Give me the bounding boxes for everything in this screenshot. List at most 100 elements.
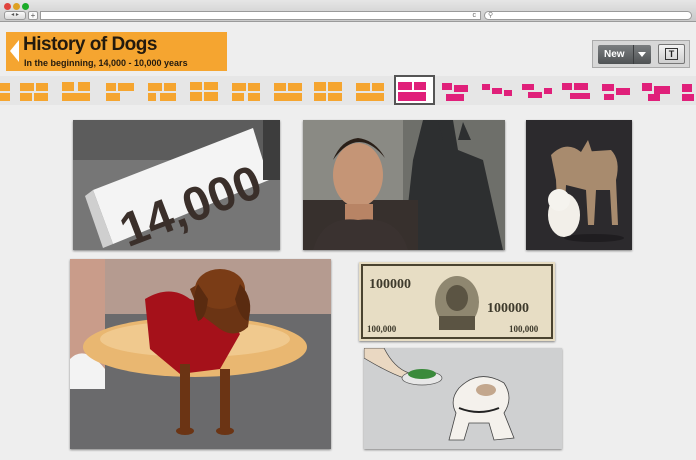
layout-thumbnail-block — [356, 93, 384, 101]
layout-thumbnail[interactable] — [188, 76, 226, 105]
layout-thumbnail-block — [148, 83, 162, 91]
reload-icon[interactable]: c — [472, 12, 477, 19]
layout-thumbnail-block — [164, 83, 176, 91]
layout-thumbnail-block — [20, 93, 32, 101]
layout-thumbnail-block — [328, 82, 342, 91]
layout-thumbnail-block — [328, 93, 342, 101]
layout-thumbnail-block — [442, 83, 452, 90]
layout-thumbnail-block — [148, 93, 156, 101]
layout-thumbnail[interactable] — [600, 76, 638, 105]
photo-hotdog-dachshund[interactable] — [70, 259, 331, 449]
photo-100000-bill[interactable]: 100000 100000 100,000 100,000 — [359, 262, 555, 341]
layout-thumbnail-block — [398, 82, 412, 90]
layout-thumbnail[interactable] — [354, 76, 392, 105]
layout-thumbnail[interactable] — [480, 76, 518, 105]
bill-corner-value-right: 100,000 — [509, 324, 539, 334]
browser-search-field[interactable]: ⚲ — [484, 11, 692, 20]
back-arrow-icon[interactable] — [10, 40, 19, 62]
layout-thumbnail-block — [482, 84, 490, 90]
layout-thumbnail[interactable] — [640, 76, 678, 105]
layout-thumbnail-block — [0, 83, 10, 91]
layout-thumbnail-block — [232, 83, 246, 91]
layout-thumbnail-block — [602, 84, 614, 91]
chevron-down-icon[interactable] — [633, 45, 651, 64]
layout-thumbnail-block — [274, 93, 302, 101]
browser-toolbar: ◂ ▸ + c ⚲ — [0, 0, 696, 22]
layout-thumbnail-block — [398, 92, 426, 101]
layout-thumbnail[interactable] — [680, 76, 696, 105]
layout-thumbnail-block — [454, 85, 468, 92]
layout-thumbnail[interactable] — [440, 76, 478, 105]
back-forward-buttons[interactable]: ◂ ▸ — [4, 11, 26, 20]
layout-thumbnail[interactable] — [104, 76, 142, 105]
layout-thumbnail-block — [62, 93, 90, 101]
layout-thumbnail-block — [204, 92, 218, 101]
add-bookmark-button[interactable]: + — [28, 11, 38, 20]
layout-thumbnail-block — [78, 82, 90, 91]
photo-14000-sign[interactable]: 14,000 — [73, 120, 280, 250]
photo-wolf-and-dog[interactable] — [526, 120, 632, 250]
page-title-banner: History of Dogs In the beginning, 14,000… — [6, 32, 227, 71]
layout-thumbnail[interactable] — [396, 76, 434, 105]
layout-thumbnail-block — [574, 83, 588, 90]
layout-thumbnail-block — [616, 88, 630, 95]
layout-thumbnail-block — [36, 83, 48, 91]
layout-thumbnail-block — [522, 84, 534, 90]
layout-thumbnail-block — [248, 83, 260, 91]
photo-movie-still[interactable] — [303, 120, 505, 250]
layout-thumbnail[interactable] — [520, 76, 558, 105]
bill-amount-right: 100000 — [487, 301, 529, 316]
layout-thumbnail-block — [34, 93, 48, 101]
layout-thumbnail-block — [372, 83, 384, 91]
layout-thumbnail[interactable] — [146, 76, 184, 105]
layout-thumbnail[interactable] — [312, 76, 350, 105]
layout-thumbnail-block — [0, 93, 10, 101]
minimize-window-icon[interactable] — [13, 3, 20, 10]
layout-thumbnail-block — [314, 93, 326, 101]
search-icon: ⚲ — [488, 12, 494, 19]
layout-thumbnail-block — [190, 92, 202, 101]
zoom-window-icon[interactable] — [22, 3, 29, 10]
layout-thumbnail[interactable] — [272, 76, 310, 105]
layout-thumbnail[interactable] — [0, 76, 16, 105]
layout-thumbnail-block — [106, 93, 120, 101]
layout-thumbnail-block — [504, 90, 512, 96]
text-icon: T — [665, 48, 678, 60]
layout-thumbnail[interactable] — [60, 76, 98, 105]
layout-thumbnail[interactable] — [560, 76, 598, 105]
address-bar[interactable]: c — [40, 11, 481, 20]
layout-thumbnail-block — [204, 82, 218, 90]
new-button[interactable]: New — [598, 45, 651, 64]
page-title: History of Dogs — [23, 34, 157, 55]
layout-thumbnail-block — [62, 82, 74, 91]
layout-thumbnail-block — [528, 92, 542, 98]
photo-bulldog-cartoon[interactable] — [364, 348, 562, 449]
layout-thumbnail-block — [570, 93, 590, 99]
layout-thumbnail-block — [314, 82, 326, 91]
layout-thumbnail-block — [190, 82, 202, 90]
layout-thumbnail-block — [562, 83, 572, 90]
layout-thumbnail-block — [274, 83, 286, 91]
layout-thumbnail-block — [654, 86, 670, 94]
layout-thumbnail-block — [648, 94, 660, 101]
bill-corner-value: 100,000 — [367, 324, 397, 334]
layout-thumbnail-block — [118, 83, 134, 91]
new-button-label: New — [604, 49, 625, 60]
layout-thumbnail-block — [544, 88, 552, 94]
layout-thumbnail-block — [288, 83, 302, 91]
layout-thumbnail-block — [414, 82, 426, 90]
layout-thumbnail-block — [160, 93, 176, 101]
layout-thumbnail-block — [20, 83, 34, 91]
layout-thumbnail[interactable] — [230, 76, 268, 105]
layout-thumbnail-block — [682, 84, 692, 92]
layout-thumbnail[interactable] — [18, 76, 56, 105]
bill-amount-left: 100000 — [369, 277, 411, 292]
layout-thumbnail-block — [106, 83, 116, 91]
layout-thumbnail-block — [682, 94, 694, 101]
page-subtitle: In the beginning, 14,000 - 10,000 years — [24, 58, 188, 68]
text-tool-button[interactable]: T — [658, 44, 685, 64]
close-window-icon[interactable] — [4, 3, 11, 10]
layout-thumbnail-block — [232, 93, 244, 101]
layout-thumbnail-block — [492, 88, 502, 94]
page-actions: New T — [592, 40, 690, 68]
